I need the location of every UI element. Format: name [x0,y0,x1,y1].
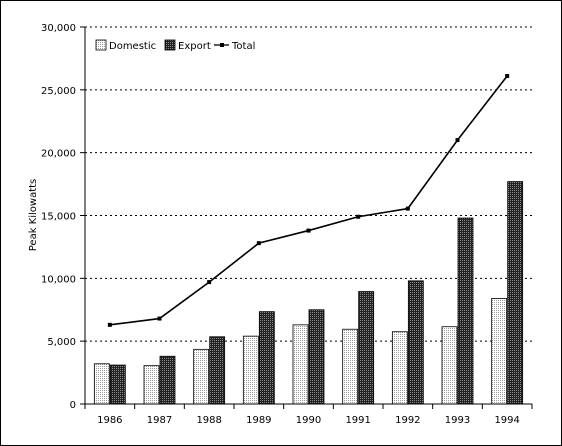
bar-export [507,181,524,405]
x-tick-label: 1992 [395,415,420,426]
legend-swatch-domestic [95,39,107,51]
legend-swatch-export [164,39,176,51]
total-point [107,322,112,327]
legend-label-total: Total [231,41,255,52]
y-tick-label: 5,000 [47,337,76,348]
total-point [356,214,361,219]
bar-domestic [193,348,210,405]
legend: Domestic Export Total [95,39,255,52]
bar-export [159,355,176,405]
bar-domestic [491,298,508,405]
y-tick-label: 10,000 [41,274,76,285]
x-tick-label: 1987 [147,415,172,426]
bar-domestic [292,324,309,405]
y-tick-label: 20,000 [41,149,76,160]
bar-domestic [342,328,359,405]
x-tick-label: 1991 [345,415,370,426]
legend-marker-total [220,43,224,47]
total-point [405,206,410,211]
bars [93,181,524,405]
total-point [505,74,510,79]
legend-label-domestic: Domestic [109,41,156,52]
bar-domestic [391,331,408,405]
x-tick-label: 1986 [97,415,122,426]
total-point [256,241,261,246]
bar-export [209,336,226,405]
bar-domestic [242,335,259,405]
bar-export [258,311,275,405]
x-tick-label: 1994 [494,415,519,426]
bar-export [109,364,126,405]
total-point [306,228,311,233]
bar-domestic [441,326,458,405]
x-tick-label: 1989 [246,415,271,426]
x-tick-label: 1988 [196,415,221,426]
bar-domestic [143,365,160,405]
total-point [157,316,162,321]
bar-export [358,291,375,405]
total-line [107,74,510,327]
x-tick-label: 1993 [445,415,470,426]
y-tick-label: 30,000 [41,23,76,34]
bar-domestic [93,363,110,405]
bar-export [308,309,325,405]
total-point [207,280,212,285]
legend-label-export: Export [178,41,211,52]
x-tick-label: 1990 [296,415,321,426]
y-tick-label: 0 [70,400,76,411]
axes: 0 5,000 10,000 15,000 20,000 25,000 30,000 1986… [41,23,533,426]
bar-export [457,217,474,405]
bar-export [407,280,424,405]
y-axis-label: Peak Kilowatts [28,179,39,252]
total-series-line [109,75,508,326]
total-point [455,138,460,143]
y-tick-label: 15,000 [41,212,76,223]
y-tick-label: 25,000 [41,86,76,97]
